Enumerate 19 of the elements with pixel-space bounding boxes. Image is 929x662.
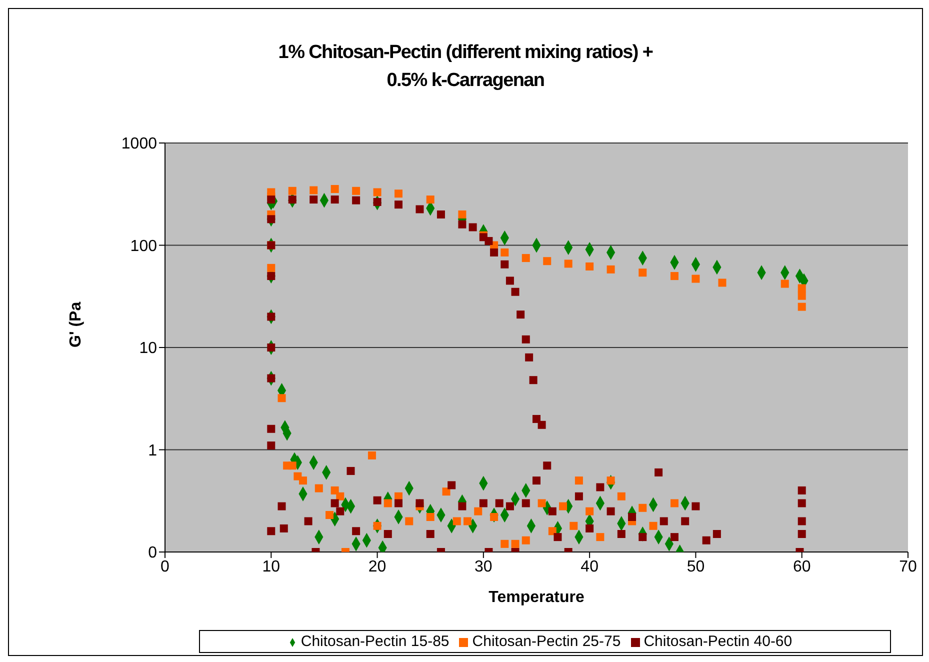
y-tick-label: 10 [139,340,158,358]
x-tick-label: 30 [474,558,492,576]
y-tick-label: 0 [148,544,158,562]
x-tick-label: 10 [262,558,280,576]
y-tick-label: 1000 [121,136,158,153]
x-tick-label: 40 [580,558,599,576]
x-tick-label: 60 [792,558,811,576]
x-tick-label: 0 [160,558,170,576]
y-tick-label: 100 [130,238,158,255]
x-tick-label: 70 [899,558,917,576]
chart-title: 1% Chitosan-Pectin (different mixing ratios) + 0.5% k-Carragenan [277,41,654,93]
y-tick-label: 1 [148,442,158,460]
x-tick-label: 20 [368,558,386,576]
x-axis-title: Temperature [488,589,584,606]
legend-label: Chitosan-Pectin 15-85 [300,633,450,650]
legend-label: Chitosan-Pectin 25-75 [472,633,621,650]
legend-label: Chitosan-Pectin 40-60 [644,633,792,650]
x-tick-label: 50 [686,558,705,576]
y-axis-title: G' (Pa [68,302,85,348]
